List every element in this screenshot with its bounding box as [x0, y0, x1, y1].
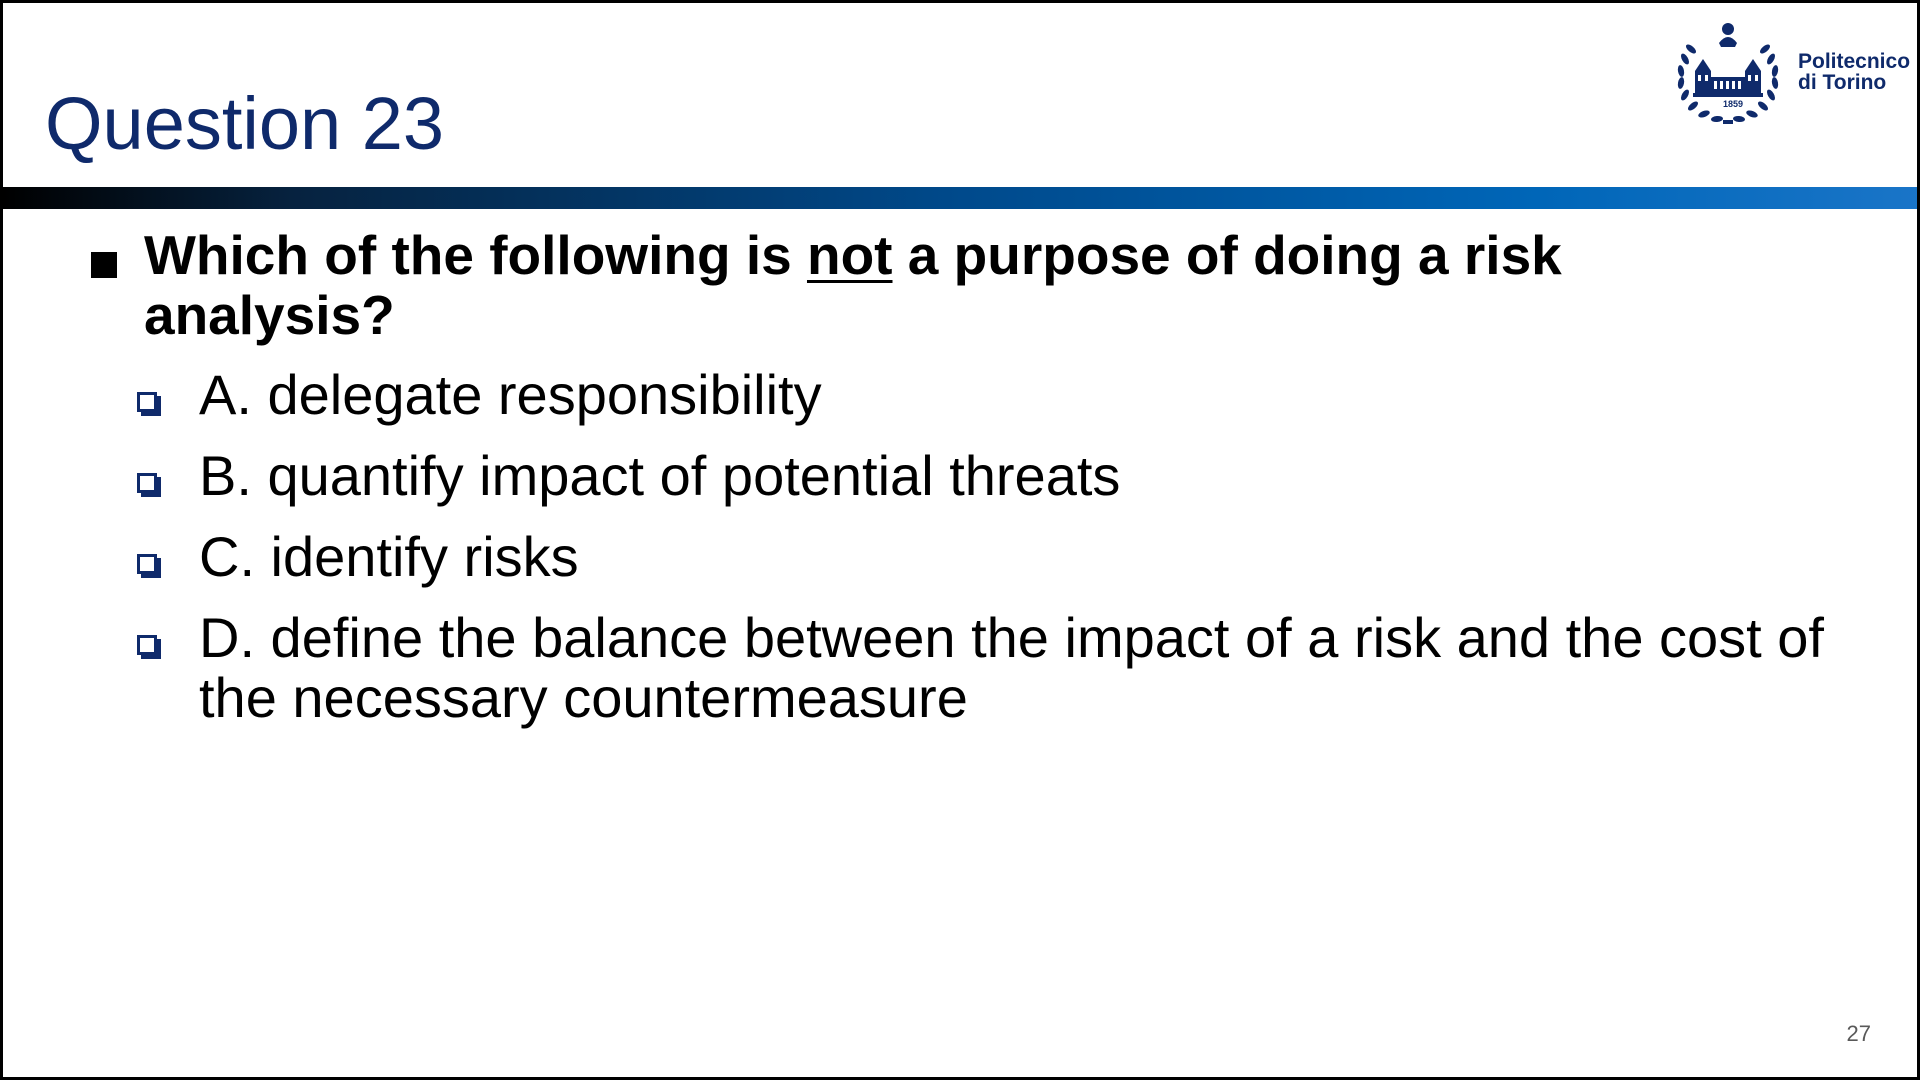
question-emphasis: not — [806, 224, 893, 286]
checkbox-bullet-icon — [137, 554, 157, 574]
square-bullet-icon — [91, 252, 117, 278]
title-divider-bar — [3, 187, 1917, 209]
answer-option-label: D. define the balance between the impact… — [199, 606, 1824, 729]
logo-year: 1859 — [1723, 99, 1744, 109]
logo-name-line2: di Torino — [1798, 71, 1887, 94]
answer-option-label: B. quantify impact of potential threats — [199, 444, 1121, 507]
university-logo: 1859 Politecnico di Torino — [1675, 19, 1917, 131]
question-text: Which of the following is not a purpose … — [144, 225, 1744, 345]
slide-title: Question 23 — [45, 82, 445, 165]
question-text-end: a purpose of doing a risk analysis? — [144, 224, 1562, 346]
checkbox-bullet-icon — [137, 392, 157, 412]
page-number: 27 — [1846, 1021, 1871, 1046]
logo-wordmark: Politecnico di Torino — [1798, 51, 1910, 93]
university-seal-icon — [1677, 23, 1779, 124]
logo-name-line1: Politecnico — [1798, 50, 1911, 73]
answer-option-label: C. identify risks — [199, 525, 579, 588]
checkbox-bullet-icon — [137, 473, 157, 493]
answer-option-label: A. delegate responsibility — [199, 363, 822, 426]
checkbox-bullet-icon — [137, 635, 157, 655]
question-text-start: Which of the following is — [144, 224, 807, 286]
